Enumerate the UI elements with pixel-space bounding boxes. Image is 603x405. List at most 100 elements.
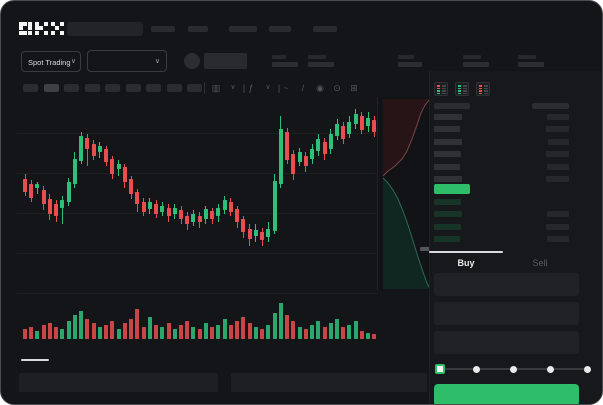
snapshot-icon[interactable]: ◉ [316,83,324,93]
search-input[interactable] [67,22,143,36]
bid-amount-bar [546,223,569,230]
volume-bar [104,325,109,339]
price-input[interactable] [434,273,579,296]
ask-price-bar[interactable] [434,114,462,120]
divider-icon: | [277,83,281,93]
volume-bar [129,319,134,339]
ticker-stat-label [518,55,536,59]
amount-slider-track[interactable] [440,368,587,370]
candlestick-chart[interactable] [17,97,377,349]
candle-body [197,216,202,222]
amount-slider-handle[interactable] [435,364,445,374]
gridline [17,133,377,134]
candle-body [322,142,327,154]
indicators-icon[interactable]: ƒ [248,83,254,93]
volume-bar [216,325,221,339]
ask-price-bar[interactable] [434,163,460,170]
draw-tool-icon[interactable]: / [301,83,305,93]
bid-price-bar[interactable] [434,211,462,218]
candle-wick [36,182,38,194]
market-type-dropdown[interactable]: Spot Trading ∨ [21,51,81,72]
timeframe-button[interactable] [84,84,100,92]
timeframe-button[interactable] [187,84,202,92]
candle-body [241,219,246,232]
volume-bar [79,311,84,339]
asks-only-view-icon[interactable] [476,82,490,96]
nav-link-placeholder[interactable] [151,26,175,32]
volume-bar [47,323,52,339]
gridline [17,173,377,174]
chevron-down-icon[interactable]: ∨ [265,84,271,91]
timeframe-button[interactable] [166,84,182,92]
icon-line [463,87,467,90]
volume-bar [110,321,115,339]
orderbook-last-price[interactable] [434,184,470,194]
icon-line [484,85,488,87]
volume-bar [122,323,127,339]
ticker-stat-value [308,62,334,67]
timeframe-button[interactable] [105,84,120,92]
ask-price-bar[interactable] [434,138,462,145]
volume-bar [353,321,358,339]
logo-pixel [39,26,44,31]
chart-gridlines [17,97,377,349]
bid-price-bar[interactable] [434,199,461,205]
depth-chart[interactable] [377,97,431,291]
ask-amount-bar [546,151,569,158]
tab-buy[interactable]: Buy [457,258,475,268]
candle-body [166,208,171,216]
candle-body [310,149,315,159]
bids-only-view-icon[interactable] [455,82,469,96]
candle-body [97,146,102,152]
candle-body [335,124,339,136]
icon-line [484,87,488,90]
nav-link-placeholder[interactable] [269,26,291,32]
timeframe-button[interactable] [23,84,38,92]
volume-bar [66,321,71,339]
okx-logo[interactable] [19,22,65,35]
bid-price-bar[interactable] [434,236,460,243]
volume-bar [166,323,171,339]
ask-price-bar[interactable] [434,151,461,158]
candle-body [253,230,258,236]
volume-bar [23,329,27,339]
tab-sell[interactable]: Sell [532,258,548,268]
icon-dot [458,90,461,92]
timeframe-button[interactable] [146,84,161,92]
bid-price-bar[interactable] [434,223,461,230]
orderbook-bids[interactable] [434,199,579,251]
timeframe-button[interactable] [64,84,79,92]
nav-link-placeholder[interactable] [313,26,337,32]
nav-link-placeholder[interactable] [229,26,257,32]
ask-price-bar[interactable] [434,176,462,182]
candle-body [35,184,40,188]
chevron-down-icon[interactable]: ∨ [230,84,236,91]
ask-price-bar[interactable] [434,126,460,133]
fullscreen-icon[interactable]: ⊞ [350,83,358,93]
candle-body [316,139,321,151]
logo-pixel [55,26,60,31]
timeframe-button[interactable] [43,84,59,92]
icon-line [442,92,446,95]
icon-dot [479,85,482,87]
total-input[interactable] [434,331,579,354]
volume-bar [172,329,177,339]
timeframe-button[interactable] [125,84,141,92]
nav-link-placeholder[interactable] [188,26,208,32]
amount-input[interactable] [434,302,579,325]
volume-bar [197,329,202,339]
pair-selector-dropdown[interactable]: ∨ [87,50,167,72]
icon-dot [458,85,461,87]
candle-body [247,229,252,239]
volume-bar [291,321,296,339]
candle-style-icon[interactable]: ▥ [211,83,221,93]
gridline [17,253,377,254]
buy-submit-button[interactable] [434,384,579,404]
orderbook-asks[interactable] [434,114,579,186]
line-tool-icon[interactable]: ~ [283,83,289,93]
settings-icon[interactable]: ⊙ [333,83,341,93]
candle-body [91,144,96,156]
icon-dot [437,92,440,95]
volume-bar [203,323,208,339]
combined-book-view-icon[interactable] [434,82,448,96]
